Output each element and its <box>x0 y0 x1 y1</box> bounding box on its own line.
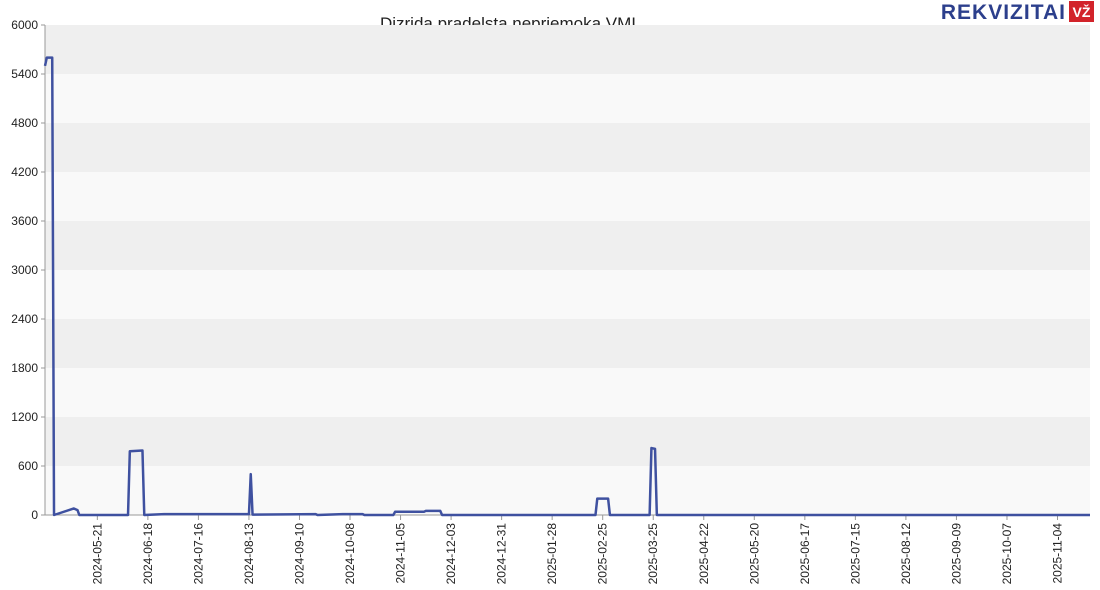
x-tick-label: 2024-05-21 <box>90 523 104 585</box>
x-tick-label: 2024-11-05 <box>394 523 408 584</box>
y-tick-label: 4800 <box>11 116 38 130</box>
x-tick-label: 2025-08-12 <box>899 523 913 585</box>
x-tick-label: 2025-02-25 <box>596 523 610 585</box>
y-tick-label: 0 <box>31 508 38 522</box>
x-tick-label: 2025-07-15 <box>848 523 862 585</box>
x-tick-label: 2024-07-16 <box>191 523 205 585</box>
grid-band <box>45 319 1090 368</box>
x-tick-label: 2025-04-22 <box>697 523 711 585</box>
y-tick-label: 3600 <box>11 214 38 228</box>
grid-band <box>45 123 1090 172</box>
y-tick-label: 2400 <box>11 312 38 326</box>
y-tick-label: 5400 <box>11 67 38 81</box>
logo-badge-bg <box>1069 1 1094 22</box>
y-tick-label: 1800 <box>11 361 38 375</box>
x-tick-label: 2025-01-28 <box>545 523 559 585</box>
x-tick-label: 2025-10-07 <box>1000 523 1014 585</box>
x-tick-label: 2025-11-04 <box>1051 523 1065 584</box>
x-tick-label: 2025-03-25 <box>646 523 660 585</box>
x-tick-label: 2024-12-03 <box>444 523 458 585</box>
y-tick-label: 3000 <box>11 263 38 277</box>
y-tick-label: 600 <box>18 459 38 473</box>
x-tick-label: 2024-10-08 <box>343 523 357 585</box>
x-tick-label: 2024-12-31 <box>495 523 509 585</box>
y-tick-label: 4200 <box>11 165 38 179</box>
y-tick-label: 1200 <box>11 410 38 424</box>
x-tick-label: 2024-06-18 <box>141 523 155 585</box>
y-tick-label: 6000 <box>11 18 38 32</box>
x-tick-label: 2025-09-09 <box>949 523 963 585</box>
x-tick-label: 2025-05-20 <box>747 523 761 585</box>
grid-band <box>45 25 1090 74</box>
logo-badge: VŽ <box>1073 3 1091 20</box>
x-tick-label: 2025-06-17 <box>798 523 812 585</box>
data-line <box>43 56 1090 517</box>
grid-band <box>45 417 1090 466</box>
x-tick-label: 2024-08-13 <box>242 523 256 585</box>
logo-brand: REKVIZITAI <box>941 1 1066 24</box>
grid-band <box>45 221 1090 270</box>
x-tick-label: 2024-09-10 <box>292 523 306 585</box>
